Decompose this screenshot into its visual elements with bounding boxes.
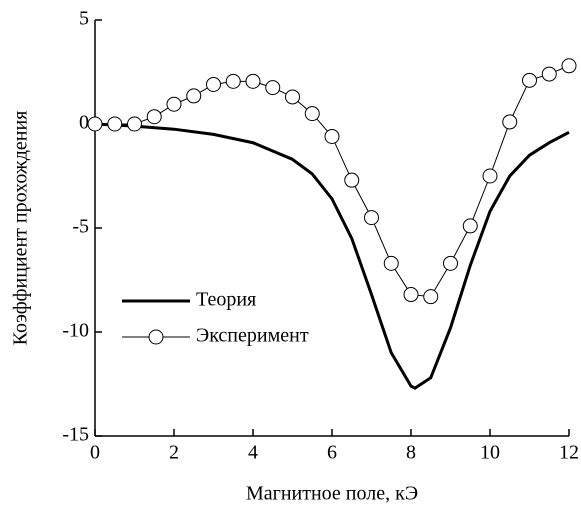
data-point bbox=[364, 210, 379, 226]
x-tick-label: 6 bbox=[327, 442, 337, 464]
x-axis-label: Магнитное поле, кЭ bbox=[246, 483, 418, 505]
data-point bbox=[462, 218, 478, 234]
data-point bbox=[482, 168, 498, 184]
data-point bbox=[304, 106, 320, 122]
data-point bbox=[206, 76, 221, 92]
x-tick-label: 8 bbox=[406, 442, 416, 464]
data-point bbox=[403, 287, 419, 303]
data-point bbox=[87, 116, 103, 132]
y-tick-label: -5 bbox=[72, 216, 89, 238]
data-point bbox=[324, 128, 340, 144]
data-point bbox=[502, 114, 518, 130]
y-tick-label: 0 bbox=[79, 112, 89, 134]
data-point bbox=[107, 116, 123, 132]
y-tick-label: 5 bbox=[79, 8, 89, 30]
data-point bbox=[443, 255, 458, 271]
data-point bbox=[285, 89, 300, 105]
data-point bbox=[166, 96, 182, 112]
data-point bbox=[265, 80, 281, 96]
x-tick-label: 2 bbox=[169, 442, 179, 464]
data-point bbox=[522, 72, 537, 88]
y-tick-label: -15 bbox=[62, 424, 89, 446]
data-point bbox=[383, 255, 399, 271]
data-point bbox=[541, 66, 557, 82]
data-point bbox=[127, 116, 142, 132]
x-tick-label: 10 bbox=[480, 442, 500, 464]
legend-label: Эксперимент bbox=[196, 325, 309, 347]
experiment-line bbox=[95, 65, 570, 298]
data-point bbox=[245, 73, 261, 89]
data-point bbox=[225, 73, 241, 89]
legend-label: Теория bbox=[196, 289, 256, 311]
x-tick-label: 12 bbox=[559, 442, 579, 464]
data-point bbox=[146, 109, 162, 125]
x-tick-label: 0 bbox=[90, 442, 100, 464]
theory-line bbox=[94, 122, 570, 390]
x-tick-label: 4 bbox=[248, 442, 258, 464]
y-tick-label: -10 bbox=[62, 320, 89, 342]
data-point bbox=[561, 58, 577, 74]
data-point bbox=[186, 88, 202, 104]
y-axis-label: Коэффициент прохождения bbox=[10, 111, 32, 346]
data-point bbox=[423, 289, 439, 305]
data-point bbox=[344, 172, 360, 188]
legend-marker bbox=[148, 329, 164, 345]
